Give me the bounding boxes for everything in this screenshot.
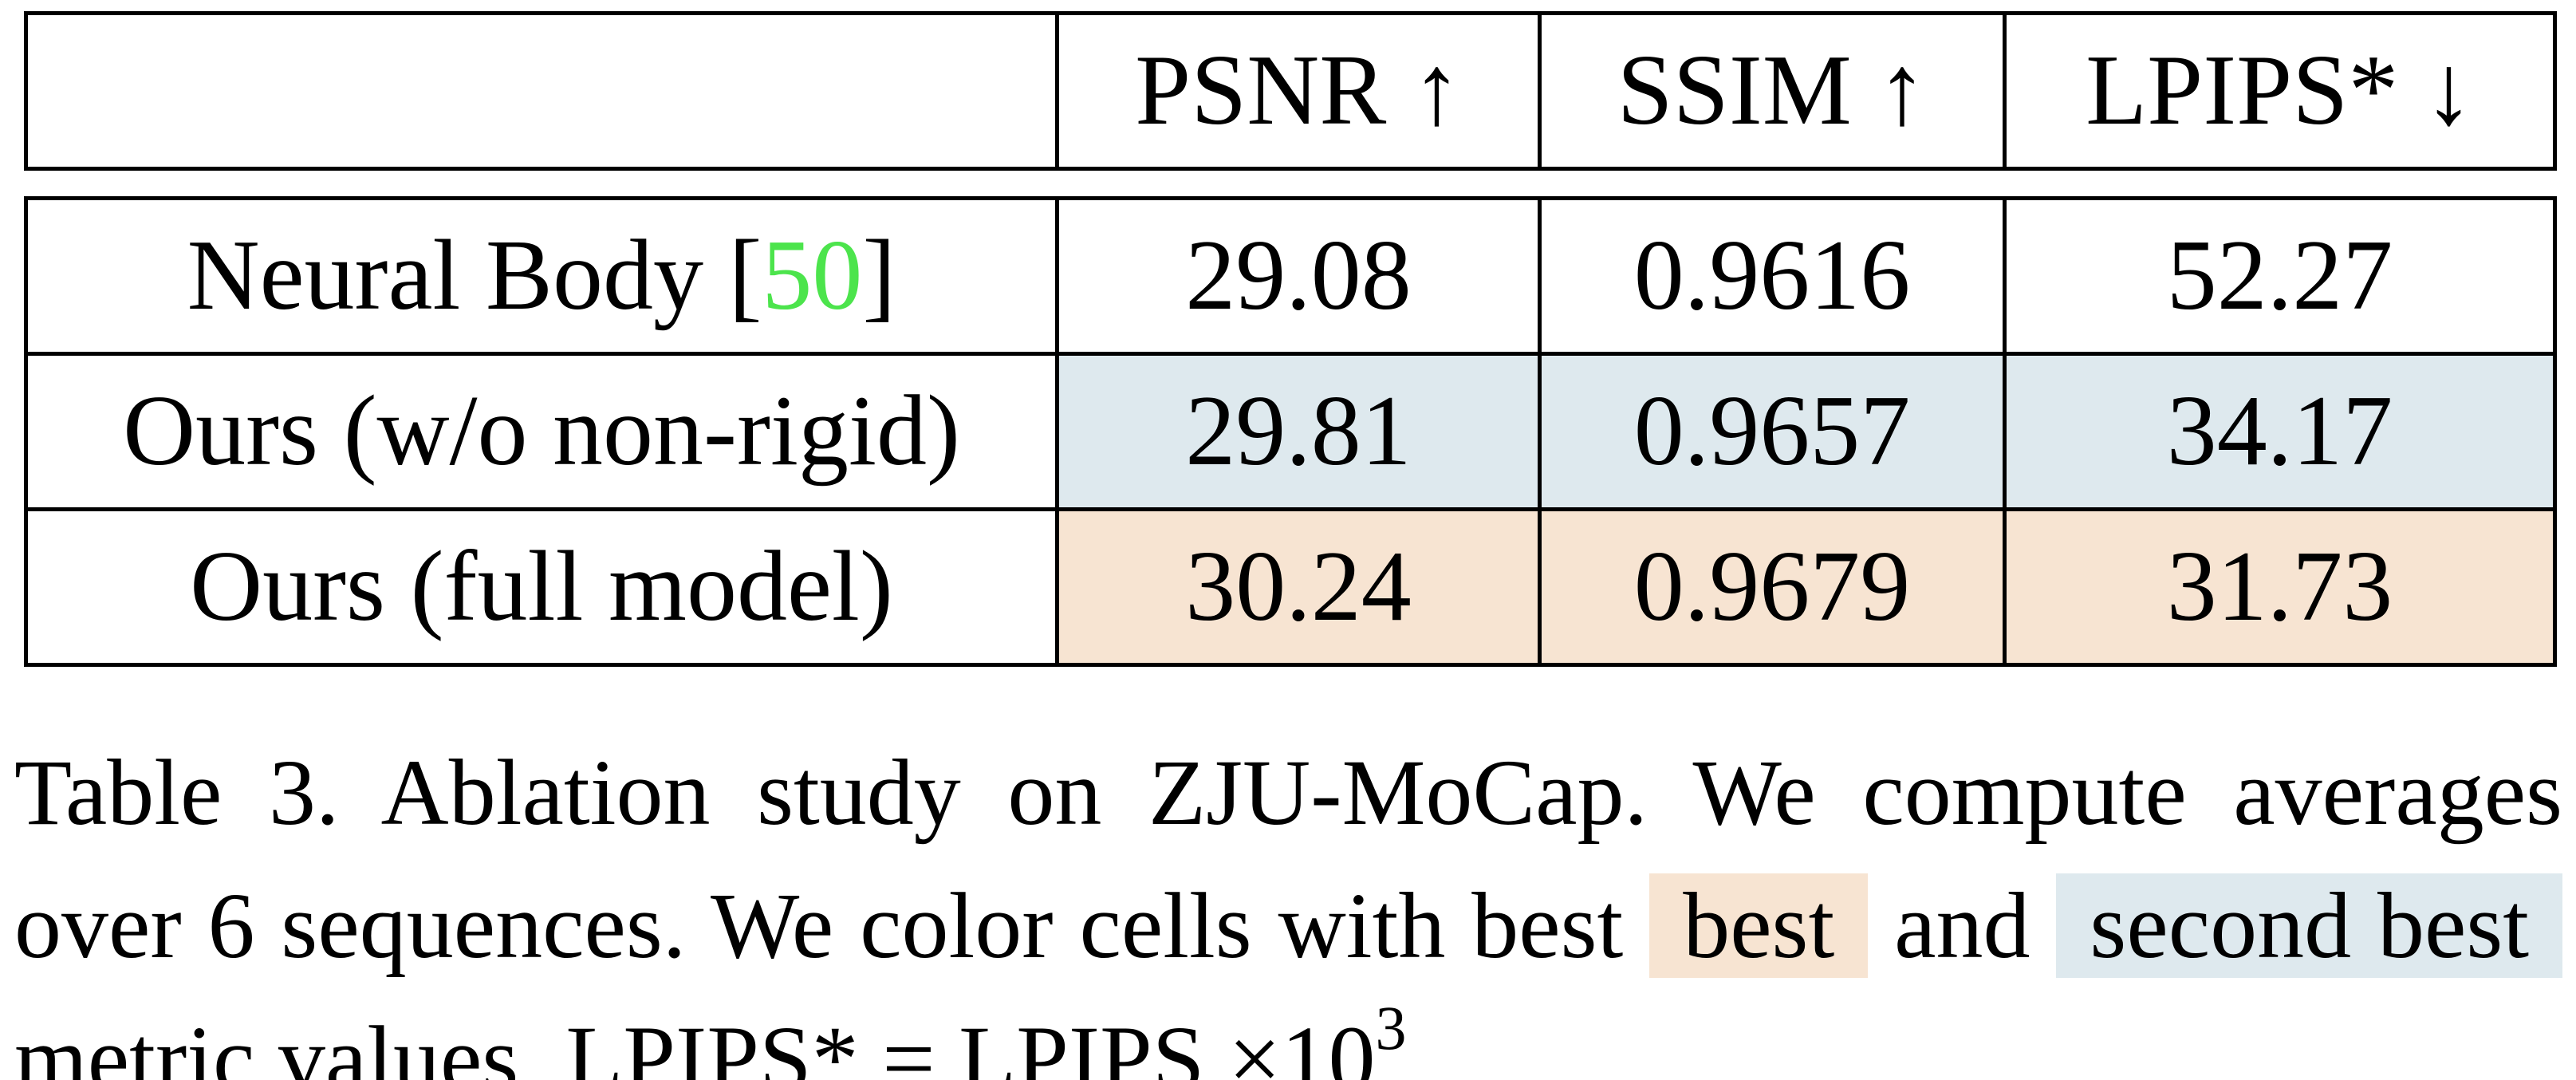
- best-swatch: best: [1649, 873, 1869, 978]
- method-name-suffix: ]: [862, 220, 896, 331]
- table-row: Neural Body [50] 29.08 0.9616 52.27: [24, 196, 2557, 356]
- caption-line-2-text: over 6 sequences. We color cells with be…: [14, 873, 1624, 978]
- header-row: PSNR ↑ SSIM ↑ LPIPS* ↓: [24, 11, 2557, 171]
- caption-line-3: metric values. LPIPS* = LPIPS ×103.: [14, 992, 2562, 1080]
- lpips-cell: 34.17: [2003, 352, 2557, 511]
- citation-link[interactable]: 50: [762, 220, 863, 331]
- psnr-cell: 30.24: [1055, 507, 1542, 667]
- results-table: Neural Body [50] 29.08 0.9616 52.27 Ours…: [24, 196, 2557, 667]
- lpips-cell: 31.73: [2003, 507, 2557, 667]
- table-row: Ours (w/o non-rigid) 29.81 0.9657 34.17: [24, 352, 2557, 511]
- caption-line-1: Table 3. Ablation study on ZJU-MoCap. We…: [14, 740, 2562, 845]
- method-cell: Ours (w/o non-rigid): [24, 352, 1059, 511]
- header-lpips: LPIPS* ↓: [2003, 11, 2557, 171]
- and-text: and: [1894, 873, 2030, 978]
- caption-line-3-text: metric values. LPIPS* = LPIPS ×10: [14, 1007, 1376, 1080]
- ssim-cell: 0.9616: [1538, 196, 2007, 356]
- method-name: Neural Body [: [187, 220, 762, 331]
- caption-line-3-end: .: [1406, 1007, 1430, 1080]
- table-row: Ours (full model) 30.24 0.9679 31.73: [24, 507, 2557, 667]
- table-header: PSNR ↑ SSIM ↑ LPIPS* ↓: [24, 11, 2557, 171]
- method-cell: Ours (full model): [24, 507, 1059, 667]
- ssim-cell: 0.9679: [1538, 507, 2007, 667]
- header-ssim: SSIM ↑: [1538, 11, 2007, 171]
- header-psnr: PSNR ↑: [1055, 11, 1542, 171]
- header-empty-cell: [24, 11, 1059, 171]
- caption-line-2: over 6 sequences. We color cells with be…: [14, 859, 2563, 992]
- ssim-cell: 0.9657: [1538, 352, 2007, 511]
- psnr-cell: 29.81: [1055, 352, 1542, 511]
- lpips-cell: 52.27: [2003, 196, 2557, 356]
- exponent: 3: [1375, 993, 1407, 1062]
- method-cell: Neural Body [50]: [24, 196, 1059, 356]
- second-best-swatch: second best: [2056, 873, 2563, 978]
- table-caption: Table 3. Ablation study on ZJU-MoCap. We…: [14, 726, 2563, 1080]
- psnr-cell: 29.08: [1055, 196, 1542, 356]
